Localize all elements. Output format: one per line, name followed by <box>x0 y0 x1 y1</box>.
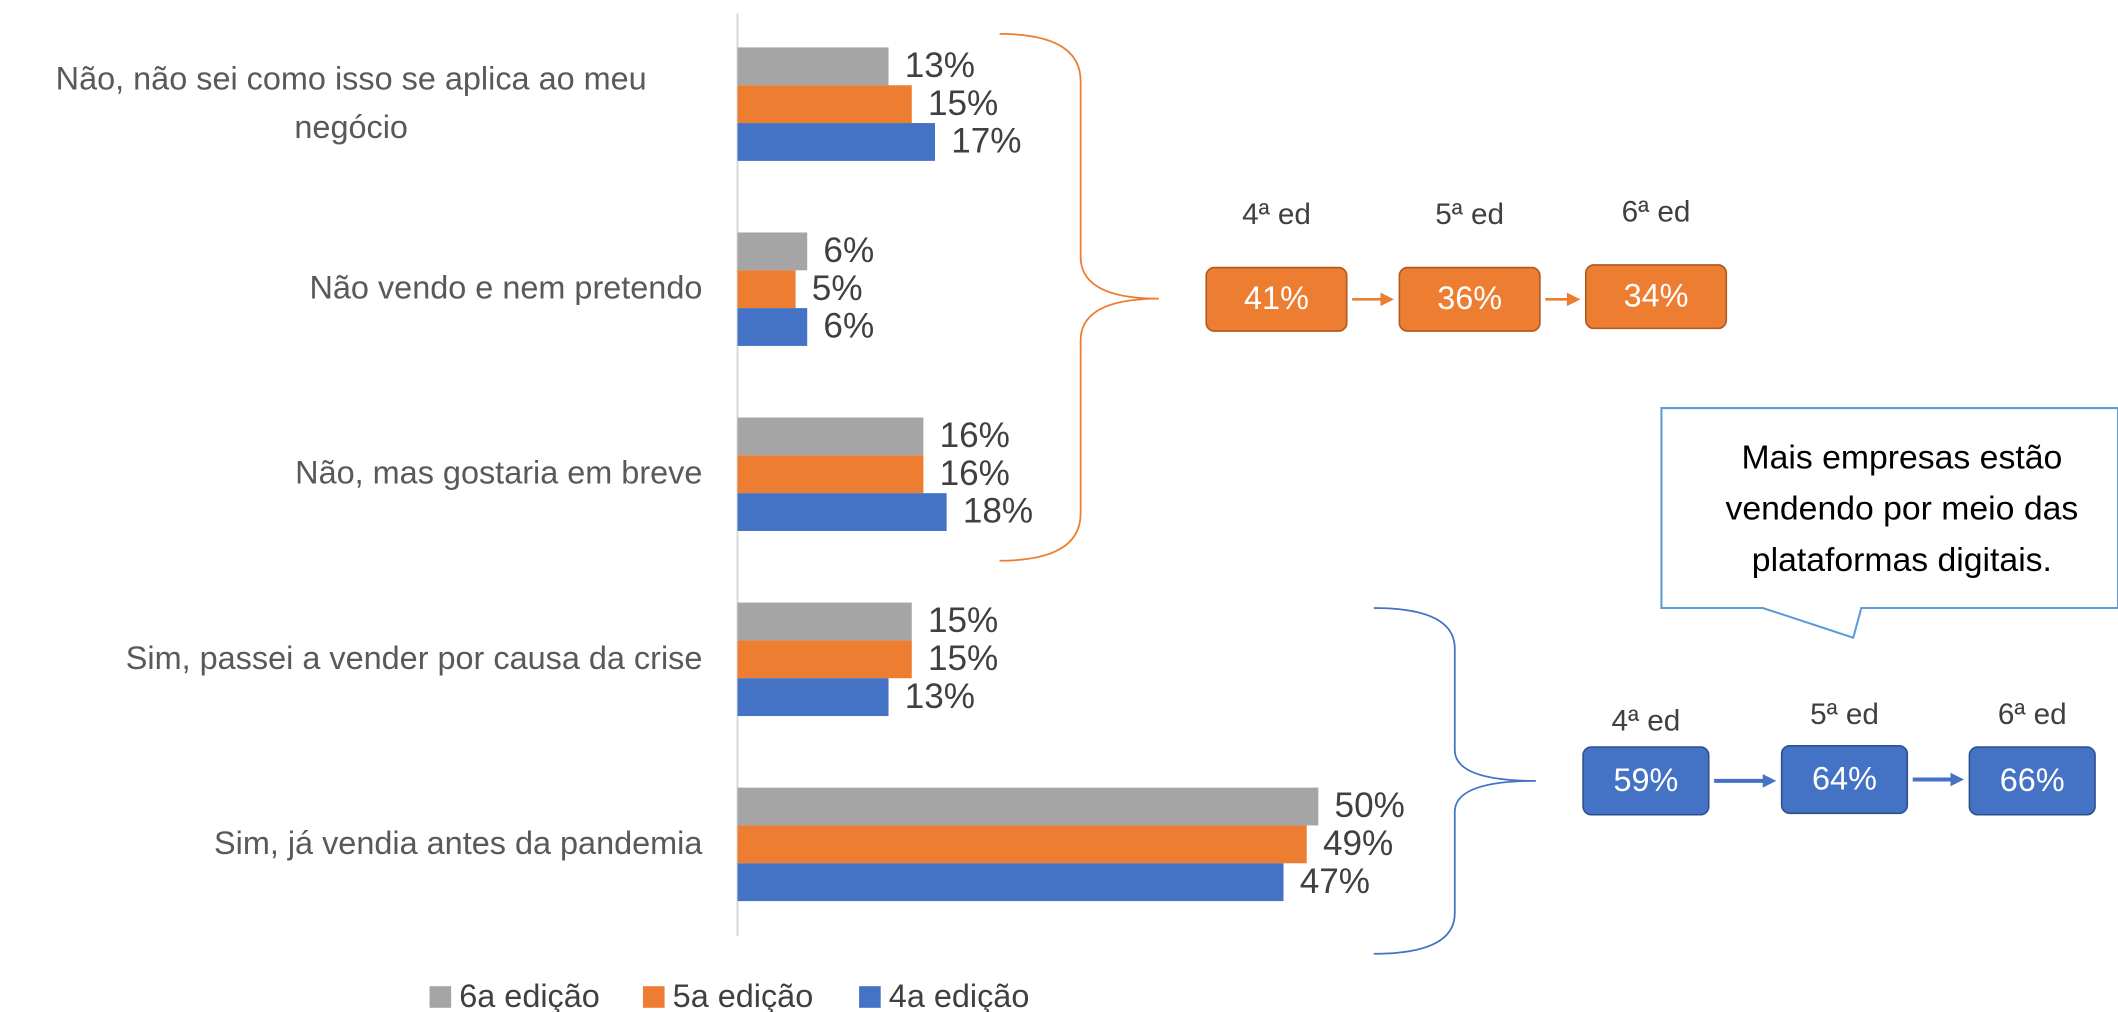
value-box <box>1584 264 1728 330</box>
value-box-label: 59% <box>1613 762 1678 798</box>
legend-label: 4a edição <box>889 978 1030 1012</box>
value-box <box>1968 746 2096 816</box>
bar <box>737 640 912 679</box>
bracket <box>999 33 1159 562</box>
legend-label: 6a edição <box>459 978 600 1012</box>
arrow-head <box>1380 292 1394 307</box>
bracket <box>1373 607 1536 955</box>
data-label: 17% <box>951 122 1021 161</box>
bar <box>737 602 912 641</box>
data-label: 16% <box>940 454 1010 493</box>
data-label: 13% <box>905 46 975 85</box>
callout-text: plataformas digitais. <box>1752 541 2052 579</box>
edition-label: 6ª ed <box>1998 698 2067 731</box>
data-label: 49% <box>1323 824 1393 863</box>
value-box-label: 36% <box>1437 280 1502 316</box>
category-label-wrap: Sim, já vendia antes da pandemia <box>0 770 702 919</box>
category-label-box: Não vendo e nem pretendo <box>0 215 702 364</box>
data-label: 6% <box>823 231 874 270</box>
value-box-label: 66% <box>2000 762 2065 798</box>
bar <box>737 417 924 456</box>
data-label: 18% <box>963 492 1033 531</box>
edition-label: 4ª ed <box>1612 705 1681 738</box>
data-label: 15% <box>928 639 998 678</box>
bar <box>737 47 889 86</box>
bar <box>737 863 1284 902</box>
data-label: 15% <box>928 601 998 640</box>
category-label-box: Não, mas gostaria em breve <box>0 400 702 549</box>
category-label-wrap: Não, não sei como isso se aplica ao meu … <box>0 30 702 179</box>
category-label-wrap: Não vendo e nem pretendo <box>0 215 702 364</box>
bar <box>737 455 924 494</box>
category-label: Sim, já vendia antes da pandemia <box>214 825 703 862</box>
category-label-box: Sim, já vendia antes da pandemia <box>0 770 702 919</box>
value-box <box>1205 266 1348 332</box>
category-label-wrap: Sim, passei a vender por causa da crise <box>0 585 703 734</box>
callout-text: vendendo por meio das <box>1726 490 2079 528</box>
category-label-box: Não, não sei como isso se aplica ao meu … <box>0 30 702 179</box>
value-box <box>1398 266 1541 332</box>
category-label: Não, não sei como isso se aplica ao meu … <box>55 60 647 147</box>
value-box-label: 64% <box>1812 760 1877 796</box>
value-box-label: 34% <box>1624 278 1689 314</box>
data-label: 16% <box>940 416 1010 455</box>
arrow-head <box>1762 774 1777 788</box>
data-label: 50% <box>1335 786 1405 825</box>
data-label: 47% <box>1300 862 1370 901</box>
bar <box>737 787 1319 826</box>
data-label: 6% <box>823 307 874 346</box>
value-box <box>1582 746 1710 816</box>
category-label: Não vendo e nem pretendo <box>309 270 703 307</box>
edition-label: 5ª ed <box>1810 698 1879 731</box>
category-label-wrap: Não, mas gostaria em breve <box>0 400 702 549</box>
bar <box>737 678 889 717</box>
bar <box>737 825 1307 864</box>
category-label: Sim, passei a vender por causa da crise <box>125 640 703 677</box>
bar <box>737 232 808 271</box>
data-label: 15% <box>928 84 998 123</box>
callout-text: Mais empresas estão <box>1741 438 2062 476</box>
legend-swatch <box>429 986 452 1008</box>
category-label-box: Sim, passei a vender por causa da crise <box>0 585 703 734</box>
arrow-head <box>1566 292 1581 307</box>
legend-swatch <box>859 986 881 1008</box>
legend-swatch <box>642 986 665 1008</box>
bar <box>737 270 796 309</box>
value-box <box>1780 744 1909 815</box>
data-label: 5% <box>812 269 863 308</box>
edition-label: 4ª ed <box>1242 198 1311 231</box>
legend-label: 5a edição <box>673 978 814 1012</box>
callout-box <box>1660 407 2118 639</box>
arrow-head <box>1950 772 1965 787</box>
bar <box>737 85 912 124</box>
value-box-label: 41% <box>1244 280 1309 316</box>
edition-label: 6ª ed <box>1622 195 1691 228</box>
edition-label: 5ª ed <box>1435 198 1504 231</box>
category-label: Não, mas gostaria em breve <box>295 455 703 492</box>
bar <box>737 123 935 161</box>
bar <box>737 493 947 531</box>
bar <box>737 308 808 346</box>
data-label: 13% <box>905 677 975 716</box>
